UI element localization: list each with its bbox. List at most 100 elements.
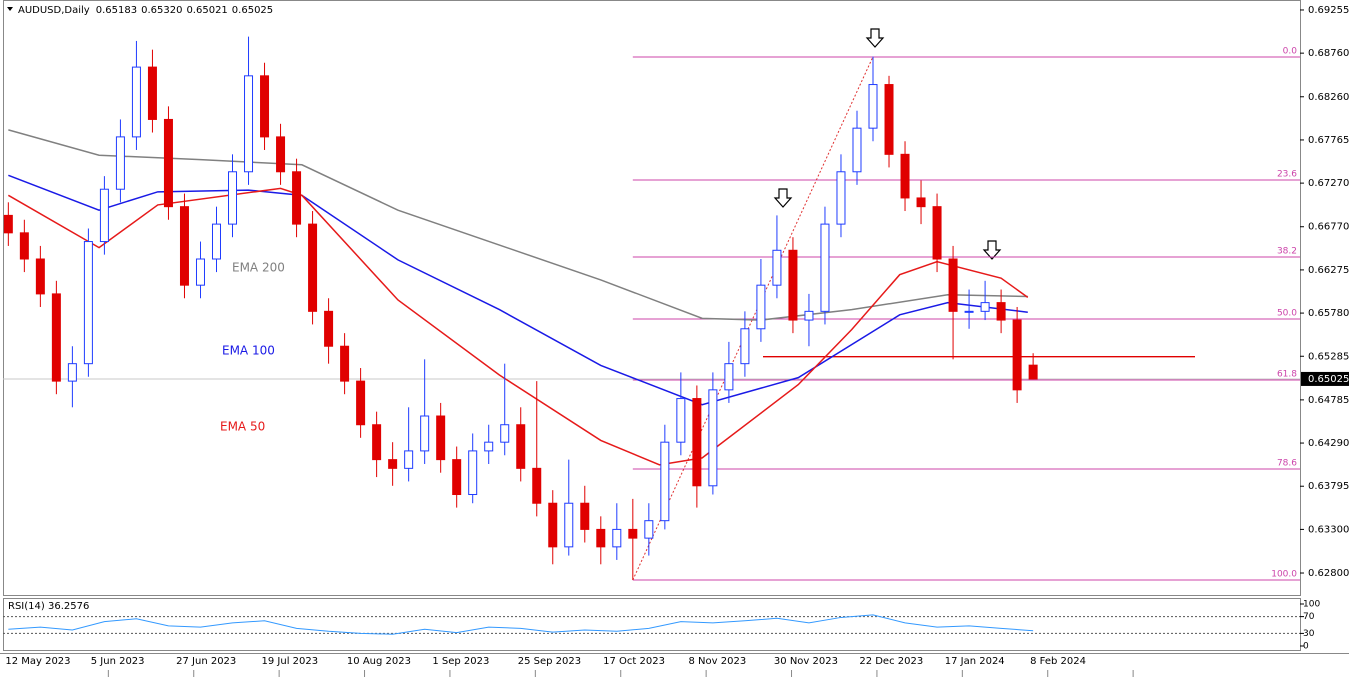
fib-label: 23.6 [1277,169,1297,179]
candle-body [948,258,958,312]
y-tick-label: 0.64785 [1308,395,1349,406]
candle-body [292,171,302,225]
y-tick-label: 0.63795 [1308,481,1349,492]
candle-body [756,284,766,330]
x-tick-label: 25 Sep 2023 [518,656,581,667]
candle-body [179,206,189,286]
candle-body [356,380,366,426]
candle-body [244,75,254,173]
candle-body [852,127,862,173]
candle-body [147,66,157,120]
menu-triangle[interactable] [7,7,13,11]
y-tick-label: 0.64290 [1308,438,1349,449]
candle-body [468,450,478,496]
candle-body [67,363,77,382]
rsi-header: RSI(14) 36.2576 [8,601,89,612]
candle-body [372,424,382,461]
candle-body [660,441,670,522]
fib-label: 50.0 [1277,309,1297,319]
x-tick-label: 22 Dec 2023 [859,656,923,667]
x-tick-label: 5 Jun 2023 [91,656,145,667]
candle-body [388,459,398,469]
candle-body [868,84,878,129]
fib-label: 100.0 [1271,569,1297,579]
candle-body [115,136,125,190]
candle-body [404,450,414,469]
ema-line [8,129,1028,321]
x-tick-label: 27 Jun 2023 [176,656,236,667]
fib-label: 38.2 [1277,246,1297,256]
rsi-y-tick-label: 0 [1303,642,1309,652]
candle-body [500,424,510,443]
x-tick-label: 19 Jul 2023 [262,656,319,667]
x-tick-label: 8 Nov 2023 [689,656,747,667]
x-tick-label: 10 Aug 2023 [347,656,411,667]
x-tick-label: 30 Nov 2023 [774,656,838,667]
ema-line [7,187,1029,466]
rsi-value: 36.2576 [48,601,89,612]
symbol: AUDUSD,Daily [18,5,90,16]
rsi-line [8,614,1034,635]
candle-body [692,398,702,487]
candle-body [83,241,93,365]
x-tick-label: 12 May 2023 [5,656,70,667]
candle-body [131,66,141,138]
fib-label: 61.8 [1277,369,1297,379]
quote-value: 0.65320 [141,5,182,16]
candle-body [548,502,558,548]
quote-value: 0.65025 [232,5,273,16]
fib-label: 78.6 [1277,458,1297,468]
arrow-marker [982,240,1002,260]
price-box [1301,371,1349,386]
candle-body [980,302,990,312]
arrows [773,28,1002,260]
candle-body [484,441,494,452]
y-tick-label: 0.63300 [1308,524,1349,535]
candle-body [340,345,350,382]
candle-body [228,171,238,225]
ema-line [8,174,1028,406]
candle-body [676,398,686,443]
candle-body [628,528,638,539]
current-price-label: 0.65025 [1308,374,1349,385]
candle-body [516,424,526,469]
candle-body [308,223,318,312]
candle-body [452,459,462,496]
candle-body [596,528,606,548]
chart-header: AUDUSD,Daily 0.65183 0.65320 0.65021 0.65025 [18,5,273,16]
candle-body [163,118,173,208]
fib-label: 0.0 [1283,46,1298,56]
candle-body [900,153,910,199]
candle-body [724,363,734,391]
y-tick-label: 0.65780 [1308,308,1349,319]
x-tick-label: 1 Sep 2023 [432,656,489,667]
quote-value: 0.65021 [186,5,227,16]
y-tick-label: 0.67270 [1308,178,1349,189]
candle-body [708,389,718,487]
y-tick-label: 0.62800 [1308,568,1349,579]
y-tick-label: 0.67765 [1308,135,1349,146]
rsi-y-tick-label: 70 [1303,612,1315,622]
plot [3,36,1300,581]
candle-body [564,502,574,548]
candle-body [644,520,654,539]
arrow-marker [773,188,793,208]
ema-label: EMA 100 [222,344,275,358]
candle-body [532,467,542,504]
rsi-name: RSI(14) [8,601,45,612]
candle-body [51,293,61,382]
candle-body [804,310,814,321]
y-tick-label: 0.66275 [1308,265,1349,276]
candle-body [99,188,109,243]
y-tick-label: 0.68760 [1308,48,1349,59]
candle-body [916,197,926,208]
candle-body [1012,319,1022,391]
candle-body [788,249,798,321]
ema-label: EMA 200 [232,261,285,275]
rsi-panel [3,598,1301,651]
x-tick-label: 8 Feb 2024 [1030,656,1086,667]
candle-body [211,223,221,260]
candle-body [772,249,782,286]
